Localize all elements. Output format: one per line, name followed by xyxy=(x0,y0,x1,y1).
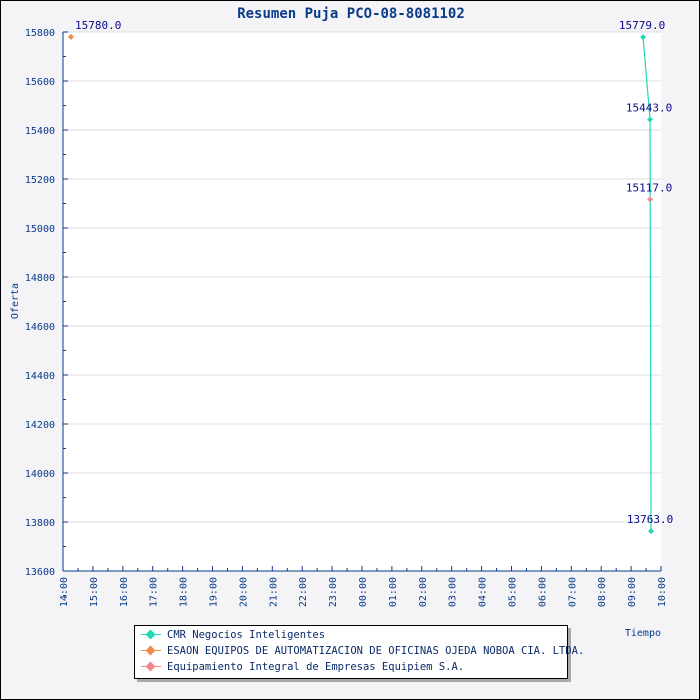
x-tick-label: 09:00 xyxy=(627,577,638,607)
legend-label: ESAON EQUIPOS DE AUTOMATIZACION DE OFICI… xyxy=(167,645,585,657)
diamond-marker-icon xyxy=(141,646,161,656)
legend-item: CMR Negocios Inteligentes xyxy=(141,627,325,643)
x-tick-label: 00:00 xyxy=(358,577,369,607)
x-axis-label: Tiempo xyxy=(625,628,661,639)
y-tick-label: 15600 xyxy=(25,77,55,88)
data-point xyxy=(640,34,647,41)
x-tick-label: 10:00 xyxy=(657,577,668,607)
x-tick-label: 05:00 xyxy=(508,577,519,607)
chart-title: Resumen Puja PCO-08-8081102 xyxy=(237,6,465,22)
diamond-marker-icon xyxy=(141,662,161,672)
legend-item: ESAON EQUIPOS DE AUTOMATIZACION DE OFICI… xyxy=(141,643,584,659)
x-tick-label: 17:00 xyxy=(149,577,160,607)
x-tick-label: 16:00 xyxy=(119,577,130,607)
data-point xyxy=(67,33,74,40)
x-tick-label: 15:00 xyxy=(89,577,100,607)
data-label: 15779.0 xyxy=(619,19,665,32)
y-tick-label: 15800 xyxy=(25,28,55,39)
data-label: 15443.0 xyxy=(626,101,672,114)
x-tick-label: 02:00 xyxy=(418,577,429,607)
data-point xyxy=(647,196,654,203)
x-tick-label: 22:00 xyxy=(298,577,309,607)
x-tick-label: 01:00 xyxy=(388,577,399,607)
y-tick-label: 13600 xyxy=(25,567,55,578)
y-tick-label: 15400 xyxy=(25,126,55,137)
x-tick-label: 07:00 xyxy=(567,577,578,607)
legend-label: CMR Negocios Inteligentes xyxy=(167,629,326,641)
y-tick-label: 15200 xyxy=(25,175,55,186)
data-point xyxy=(648,528,655,535)
data-label: 15117.0 xyxy=(626,181,672,194)
y-tick-label: 13800 xyxy=(25,518,55,529)
y-tick-label: 14200 xyxy=(25,420,55,431)
x-tick-label: 04:00 xyxy=(478,577,489,607)
x-tick-label: 18:00 xyxy=(179,577,190,607)
legend-label: Equipamiento Integral de Empresas Equipi… xyxy=(167,661,465,673)
x-tick-label: 23:00 xyxy=(328,577,339,607)
y-tick-label: 14600 xyxy=(25,322,55,333)
legend: CMR Negocios Inteligentes ESAON EQUIPOS … xyxy=(134,625,584,679)
data-point xyxy=(647,116,654,123)
y-tick-label: 14400 xyxy=(25,371,55,382)
x-tick-label: 21:00 xyxy=(268,577,279,607)
y-tick-label: 14800 xyxy=(25,273,55,284)
x-tick-label: 19:00 xyxy=(209,577,220,607)
data-label: 13763.0 xyxy=(627,513,673,526)
y-axis-label: Oferta xyxy=(10,283,21,319)
y-tick-label: 14000 xyxy=(25,469,55,480)
legend-item: Equipamiento Integral de Empresas Equipi… xyxy=(141,659,464,675)
x-tick-label: 08:00 xyxy=(597,577,608,607)
diamond-marker-icon xyxy=(141,630,161,640)
x-tick-label: 06:00 xyxy=(537,577,548,607)
x-tick-label: 14:00 xyxy=(59,577,70,607)
y-tick-label: 15000 xyxy=(25,224,55,235)
x-tick-label: 03:00 xyxy=(448,577,459,607)
x-tick-label: 20:00 xyxy=(238,577,249,607)
data-label: 15780.0 xyxy=(75,19,121,32)
